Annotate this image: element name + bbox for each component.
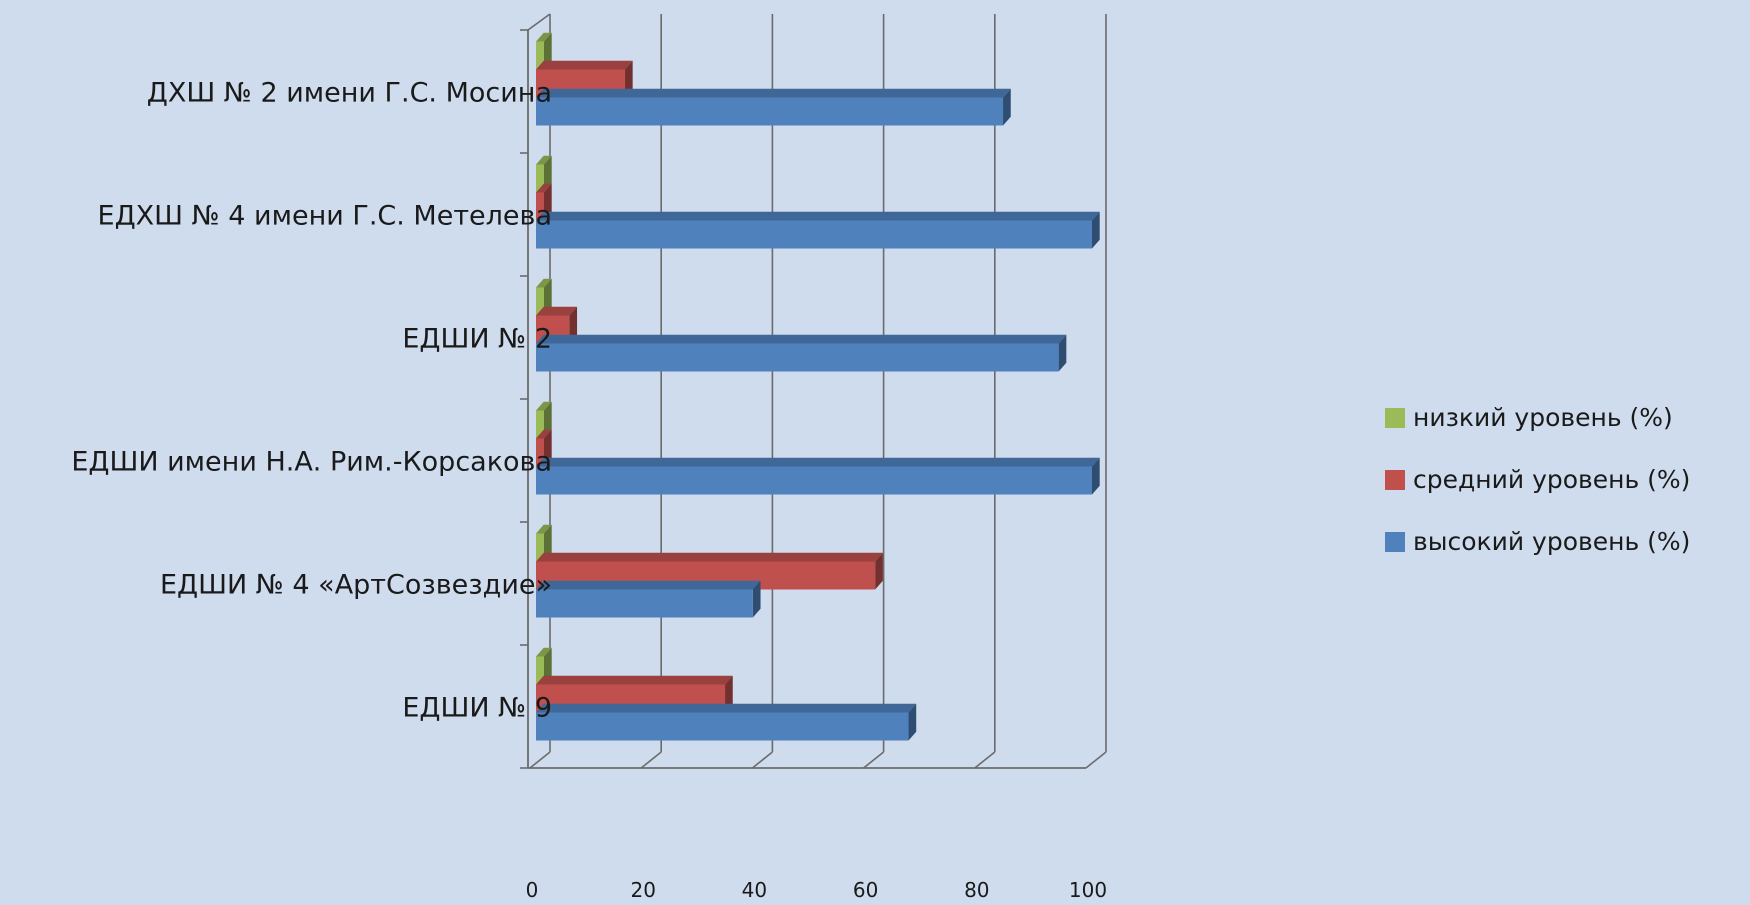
bar-top	[536, 401, 552, 411]
bar-top	[536, 647, 552, 657]
bar-top	[536, 306, 578, 316]
bar-top	[536, 278, 552, 288]
bar	[536, 220, 1092, 249]
bar-top	[536, 429, 552, 439]
bar-side	[908, 703, 917, 741]
bar	[536, 533, 544, 562]
bar	[536, 438, 544, 467]
bar-top	[536, 675, 733, 685]
bar-top	[536, 88, 1011, 98]
bar	[536, 656, 544, 685]
legend-label: низкий уровень (%)	[1413, 403, 1673, 432]
category-label: ЕДХШ № 4 имени Г.С. Метелева	[98, 201, 552, 232]
category-label: ЕДШИ № 2	[402, 324, 552, 355]
bar-side	[544, 278, 552, 316]
bar-side	[569, 306, 578, 344]
bar-top	[536, 524, 552, 534]
bar-top	[536, 183, 552, 193]
bar	[536, 41, 544, 70]
legend-label: средний уровень (%)	[1413, 465, 1690, 494]
category-label: ЕДШИ № 4 «АртСозвездие»	[160, 570, 552, 601]
floor-line	[751, 751, 773, 769]
bar-top	[536, 334, 1067, 344]
x-tick-label: 80	[964, 878, 989, 902]
legend-swatch	[1385, 532, 1405, 552]
bar-side	[544, 524, 552, 562]
floor-line	[1085, 751, 1107, 769]
bar-top	[536, 32, 552, 42]
floor-line	[974, 751, 996, 769]
floor-line	[640, 751, 662, 769]
floor-line	[529, 751, 551, 769]
x-tick-label: 20	[630, 878, 655, 902]
legend-label: высокий уровень (%)	[1413, 527, 1690, 556]
bar-top	[536, 155, 552, 165]
bar-top	[536, 60, 633, 70]
bar	[536, 97, 1004, 126]
bar-top	[536, 211, 1100, 221]
wall-edge	[527, 13, 551, 31]
bar-side	[752, 580, 761, 618]
bar-side	[624, 60, 633, 98]
bar-side	[544, 183, 552, 221]
bar-side	[544, 155, 552, 193]
bar-side	[1092, 211, 1100, 249]
x-tick-label: 40	[742, 878, 767, 902]
bar-top	[536, 580, 761, 590]
bar	[536, 410, 544, 439]
bar	[536, 712, 909, 741]
bar-top	[536, 552, 883, 562]
bar-side	[544, 647, 552, 685]
x-tick-label: 0	[526, 878, 539, 902]
bar-side	[875, 552, 883, 590]
category-label: ДХШ № 2 имени Г.С. Мосина	[147, 78, 552, 109]
legend-swatch	[1385, 470, 1405, 490]
bar	[536, 589, 753, 618]
floor-line	[863, 751, 885, 769]
bar	[536, 164, 544, 193]
bar-side	[1092, 457, 1100, 495]
category-label: ЕДШИ № 9	[402, 693, 552, 724]
x-tick-label: 100	[1069, 878, 1107, 902]
bar	[536, 466, 1092, 495]
legend-swatch	[1385, 408, 1405, 428]
bar-top	[536, 703, 917, 713]
bar	[536, 287, 544, 316]
category-label: ЕДШИ имени Н.А. Рим.-Корсакова	[71, 447, 552, 478]
bar-side	[1058, 334, 1067, 372]
bar-top	[536, 457, 1100, 467]
bar	[536, 343, 1059, 372]
bar	[536, 192, 544, 221]
bar-side	[725, 675, 733, 713]
bar-side	[1003, 88, 1011, 126]
bar-side	[544, 401, 552, 439]
x-tick-label: 60	[853, 878, 878, 902]
bar-side	[544, 429, 552, 467]
bar-side	[544, 32, 552, 70]
